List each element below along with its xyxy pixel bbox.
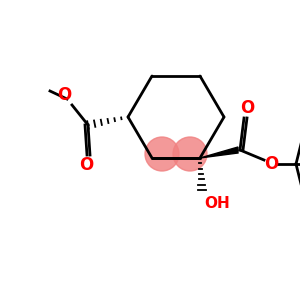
- Text: O: O: [240, 99, 254, 117]
- Text: OH: OH: [204, 196, 230, 211]
- Circle shape: [145, 137, 179, 171]
- Polygon shape: [200, 147, 238, 158]
- Text: O: O: [264, 155, 278, 173]
- Circle shape: [173, 137, 207, 171]
- Text: O: O: [57, 86, 71, 104]
- Text: O: O: [79, 156, 93, 174]
